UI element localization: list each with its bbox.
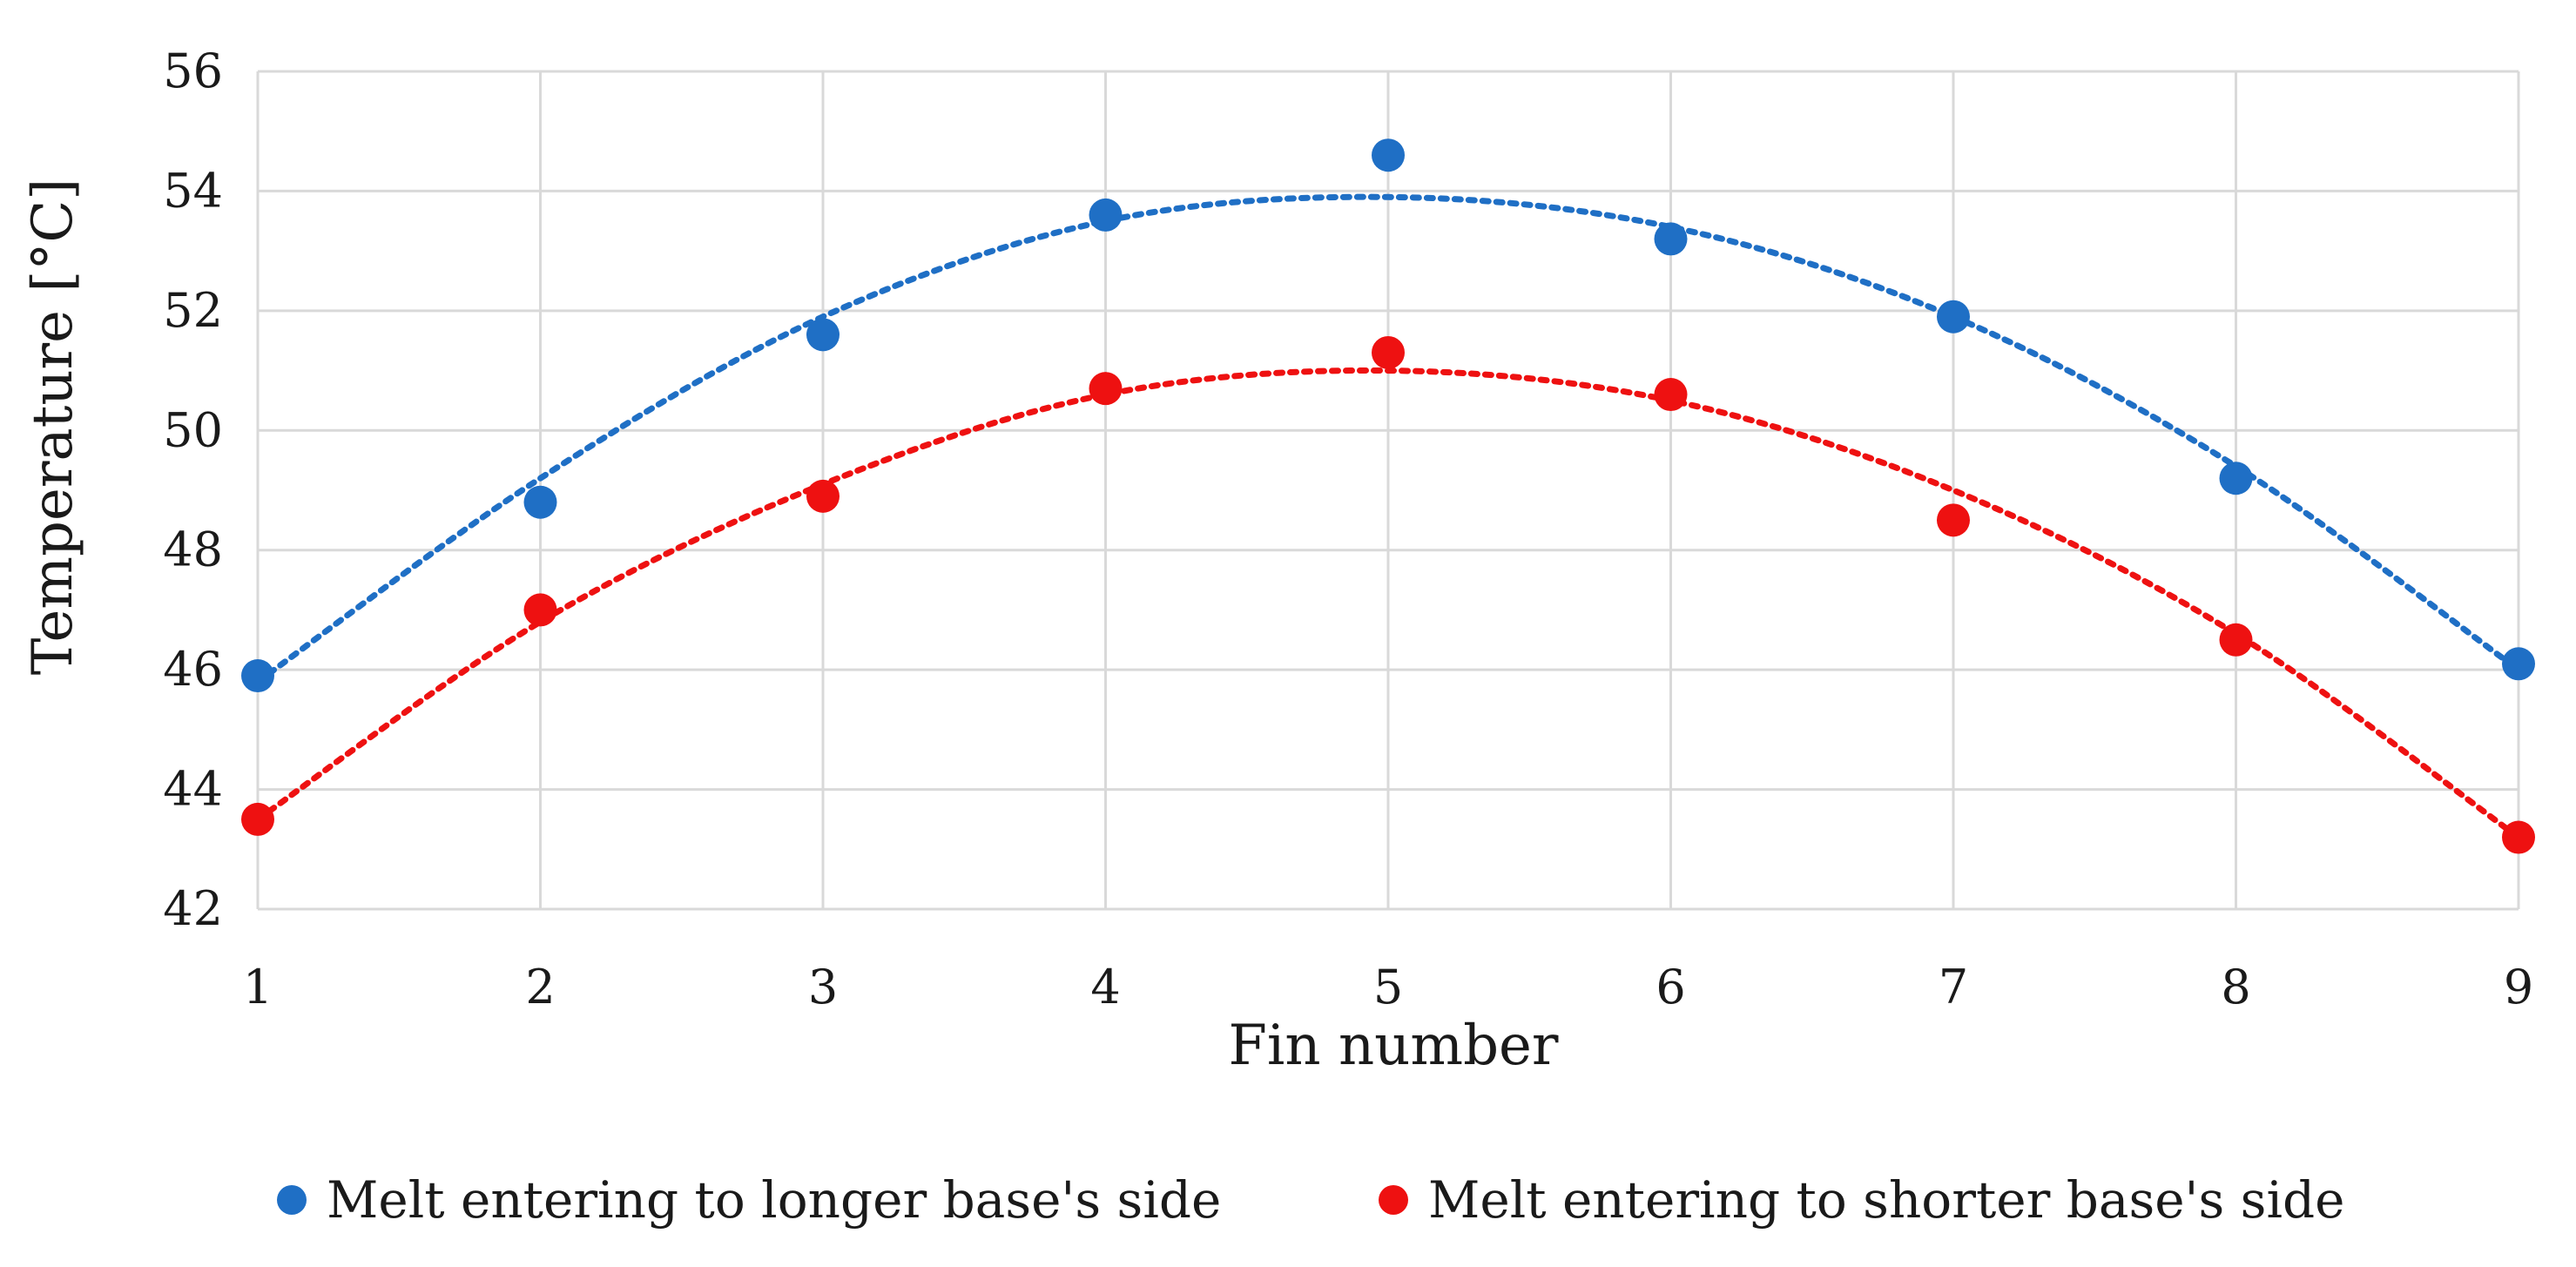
- data-point-series-2: [523, 593, 557, 627]
- y-tick-label: 44: [163, 762, 223, 817]
- y-tick-label: 50: [163, 402, 223, 457]
- data-point-series-2: [1654, 378, 1688, 412]
- y-tick-label: 48: [163, 522, 223, 577]
- x-axis-ticks: 1 2 3 4 5 6 7 8 9: [243, 960, 2533, 1014]
- data-point-series-2: [806, 479, 840, 513]
- data-point-series-1: [1654, 222, 1688, 256]
- y-axis-ticks: 42 44 46 48 50 52 54 56: [163, 44, 223, 936]
- x-tick-label: 2: [525, 960, 555, 1014]
- legend-marker-series-2: [1379, 1185, 1408, 1215]
- legend: Melt entering to longer base's side Melt …: [277, 1170, 2344, 1230]
- y-tick-label: 56: [163, 44, 223, 98]
- legend-label-series-2: Melt entering to shorter base's side: [1428, 1170, 2344, 1230]
- data-point-series-2: [1372, 335, 1405, 369]
- data-point-series-1: [1089, 198, 1123, 232]
- x-axis-title: Fin number: [1229, 1014, 1559, 1078]
- x-tick-label: 7: [1939, 960, 1968, 1014]
- x-tick-label: 8: [2221, 960, 2250, 1014]
- data-point-series-2: [1089, 372, 1123, 406]
- x-tick-label: 5: [1373, 960, 1403, 1014]
- y-tick-label: 42: [163, 881, 223, 936]
- data-point-series-1: [1937, 300, 1970, 334]
- trendline-series-1: [254, 193, 2522, 685]
- data-point-series-1: [2502, 647, 2535, 681]
- legend-label-series-1: Melt entering to longer base's side: [327, 1170, 1221, 1230]
- x-tick-label: 1: [243, 960, 273, 1014]
- data-point-series-2: [241, 802, 274, 836]
- trendline-series-2: [254, 367, 2522, 841]
- legend-marker-series-1: [277, 1185, 307, 1215]
- data-point-series-1: [523, 485, 557, 519]
- data-point-series-1: [1372, 138, 1405, 172]
- x-tick-label: 6: [1656, 960, 1685, 1014]
- data-points: [241, 138, 2535, 854]
- data-point-series-2: [1937, 503, 1970, 537]
- y-tick-label: 46: [163, 642, 223, 697]
- data-point-series-2: [2502, 820, 2535, 854]
- x-tick-label: 9: [2504, 960, 2533, 1014]
- y-axis-title: Temperature [°C]: [21, 179, 85, 676]
- x-tick-label: 4: [1090, 960, 1120, 1014]
- x-tick-label: 3: [808, 960, 838, 1014]
- data-point-series-2: [2219, 623, 2253, 657]
- data-point-series-1: [806, 318, 840, 352]
- y-tick-label: 54: [163, 163, 223, 218]
- data-point-series-1: [2219, 462, 2253, 495]
- trendlines: [254, 193, 2522, 841]
- data-point-series-1: [241, 659, 274, 693]
- y-tick-label: 52: [163, 283, 223, 338]
